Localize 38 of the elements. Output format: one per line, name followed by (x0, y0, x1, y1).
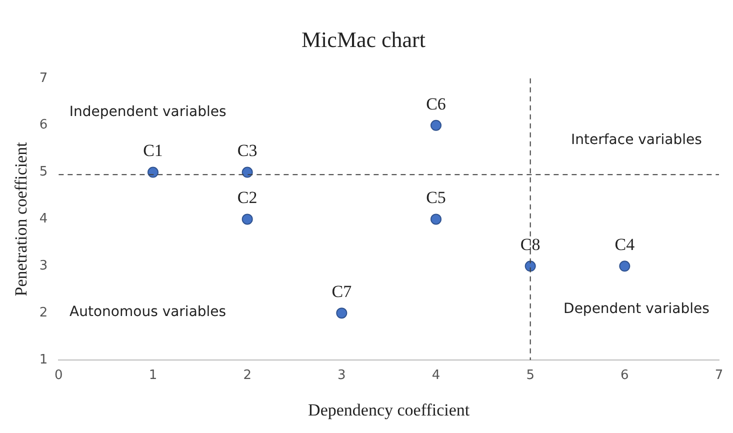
annotation: Autonomous variables (70, 304, 226, 320)
x-tick-label: 7 (714, 368, 724, 384)
y-axis-title: Penetration coefficient (12, 142, 31, 296)
annotation: C4 (614, 235, 636, 254)
y-tick-label: 1 (39, 352, 48, 368)
x-tick-label: 5 (526, 368, 534, 384)
y-tick-label: 4 (39, 212, 48, 227)
x-axis-title: Dependency coefficient (308, 400, 470, 420)
annotation: Dependent variables (564, 300, 710, 317)
y-tick-label: 2 (39, 305, 48, 320)
annotation: C6 (426, 94, 446, 114)
annotation: C5 (426, 188, 446, 208)
x-tick-label: 2 (243, 368, 252, 384)
x-tick-label: 6 (620, 368, 629, 384)
annotation: C7 (332, 282, 352, 302)
x-tick-label: 0 (54, 368, 63, 384)
annotation: C8 (520, 235, 540, 254)
y-tick-label: 5 (39, 164, 48, 180)
annotation: C3 (237, 141, 258, 160)
x-tick-label: 1 (148, 368, 158, 384)
point (524, 260, 536, 272)
chart-title: MicMac chart (302, 26, 426, 52)
y-tick-label: 3 (39, 258, 48, 274)
annotation: C1 (143, 141, 163, 160)
x-tick-label: 4 (432, 368, 440, 384)
y-tick-label: 6 (39, 118, 48, 133)
y-tick-label: 7 (39, 70, 48, 86)
point (619, 260, 630, 272)
x-tick-label: 3 (338, 368, 346, 384)
annotation: Independent variables (69, 104, 226, 120)
point (242, 214, 253, 225)
point (242, 166, 253, 178)
point (336, 308, 348, 319)
point (148, 166, 159, 178)
point (430, 120, 442, 131)
annotation: Interface variables (571, 132, 702, 148)
point (430, 214, 442, 225)
annotation: C2 (237, 188, 258, 208)
